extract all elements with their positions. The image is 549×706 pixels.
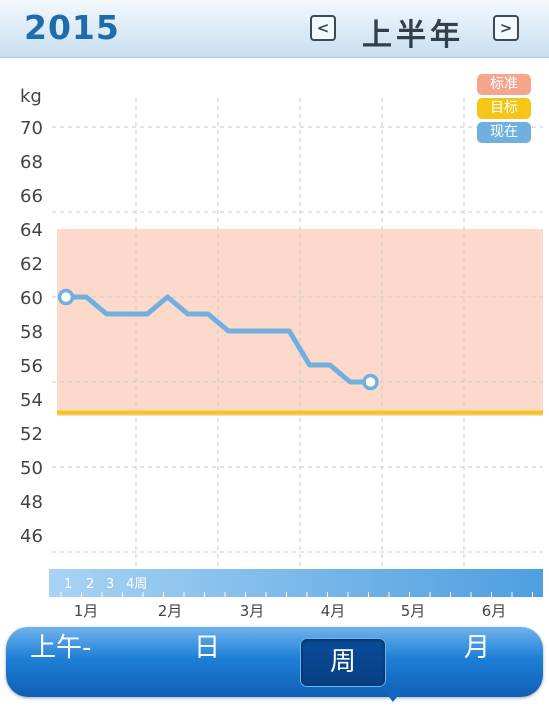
y-tick-label: 62 — [20, 254, 43, 275]
tab-month[interactable]: 月 — [463, 633, 490, 663]
header-bar: 2015 < 上半年 > — [0, 0, 549, 58]
x-month-label: 1月 — [74, 602, 99, 620]
y-tick-label: 70 — [20, 118, 43, 139]
weight-chart: 70 68 66 64 62 60 58 56 54 52 50 48 46 1 2 3 4周 1月 2月 3月 4… — [20, 86, 543, 620]
tab-day[interactable]: 日 — [193, 633, 220, 663]
y-tick-label: 56 — [20, 356, 43, 377]
week-label: 4周 — [126, 577, 147, 592]
start-point-marker — [57, 288, 75, 306]
x-month-label: 6月 — [482, 602, 507, 620]
chevron-right-icon: > — [499, 19, 513, 37]
x-month-label: 5月 — [401, 602, 426, 620]
y-tick-label: 68 — [20, 152, 43, 173]
x-month-label: 3月 — [240, 602, 265, 620]
prev-period-button[interactable]: < — [310, 15, 336, 41]
x-month-label: 2月 — [158, 602, 183, 620]
y-axis-ticks: 70 68 66 64 62 60 58 56 54 52 50 48 46 — [20, 118, 43, 547]
y-tick-label: 52 — [20, 424, 43, 445]
week-label: 3 — [106, 577, 114, 592]
legend-target: 目标 — [477, 98, 531, 119]
week-label: 1 — [64, 577, 72, 592]
y-tick-label: 50 — [20, 458, 43, 479]
tab-week[interactable]: 周 — [301, 639, 385, 686]
y-tick-label: 48 — [20, 492, 43, 513]
weight-series — [57, 288, 379, 391]
y-tick-label: 58 — [20, 322, 43, 343]
range-tab-bar: 上午- 日 周 月 — [6, 627, 543, 697]
chart-grid — [52, 98, 543, 568]
legend-standard: 标准 — [477, 74, 531, 95]
week-bar — [49, 569, 543, 597]
week-scale-bar: 1 2 3 4周 — [49, 569, 543, 597]
end-point-marker — [362, 373, 379, 391]
legend-current: 现在 — [477, 122, 531, 143]
tab-am[interactable]: 上午- — [30, 633, 92, 663]
period-title: 上半年 — [362, 18, 464, 53]
year-label: 2015 — [24, 8, 120, 47]
week-label: 2 — [86, 577, 94, 592]
y-tick-label: 46 — [20, 526, 43, 547]
y-axis-unit: kg — [20, 86, 42, 107]
next-period-button[interactable]: > — [493, 15, 519, 41]
y-tick-label: 54 — [20, 390, 43, 411]
chevron-left-icon: < — [316, 19, 330, 37]
x-axis-ticks: 1月 2月 3月 4月 5月 6月 — [74, 602, 507, 620]
x-month-label: 4月 — [321, 602, 346, 620]
y-tick-label: 64 — [20, 220, 43, 241]
weight-line — [63, 294, 373, 385]
y-tick-label: 60 — [20, 288, 43, 309]
y-tick-label: 66 — [20, 186, 43, 207]
tab-pointer-icon — [382, 688, 404, 702]
